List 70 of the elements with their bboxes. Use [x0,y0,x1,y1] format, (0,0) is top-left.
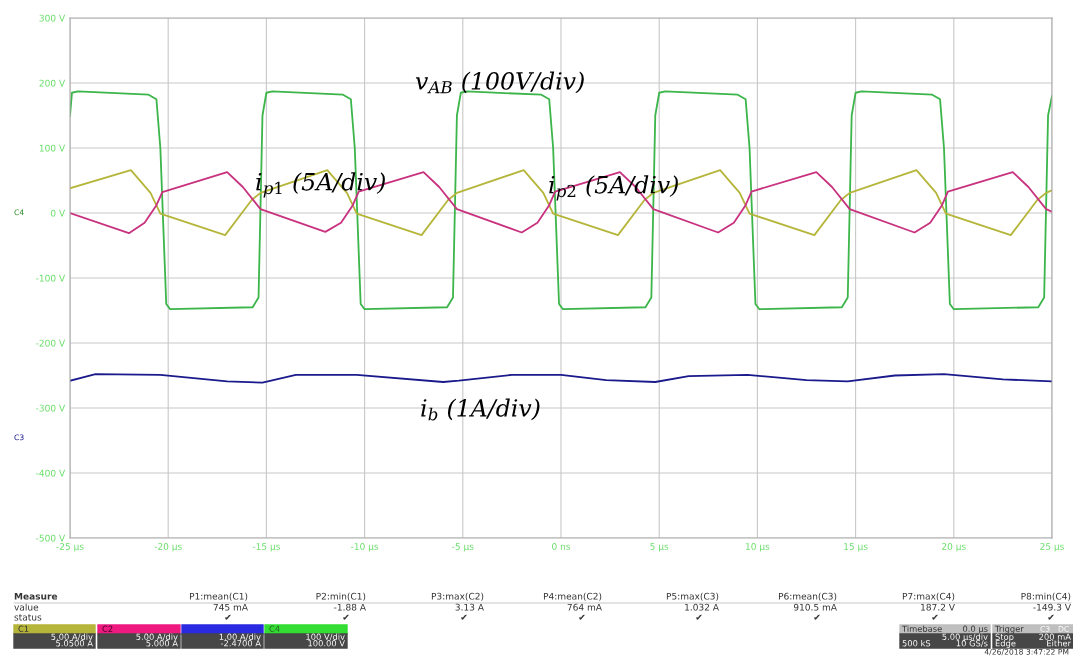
text: 5.000 A [146,640,178,647]
text: C2 [102,625,113,632]
y-tick-label: -300 V [36,404,66,412]
text: -1.88 A [334,603,366,611]
y-tick-label: 0 V [50,209,66,217]
x-tick-label: 0 ns [552,543,571,550]
text: -2.4700 A [220,640,261,647]
annotation: i$_{b}$ (1A/div) [421,398,540,421]
text: 5.0500 A [56,640,93,647]
x-tick-label: 20 µs [942,543,966,552]
text: Trigger [994,625,1024,634]
x-tick-label: 10 µs [745,543,770,552]
text: P1:mean(C1) [189,592,248,601]
text: 10 GS/s [956,640,988,648]
text: C4 [269,625,280,632]
text: C1 [18,625,29,632]
x-tick-label: -20 µs [154,543,182,552]
text: 200 mA [1039,633,1071,640]
text: ✔ [579,614,585,620]
text: P5:max(C3) [666,592,719,601]
text: Measure [14,592,58,600]
line-series [70,373,1052,384]
text: 5.00 A/div [136,633,178,641]
text: 5.00 A/div [51,633,93,641]
y-tick-label: -200 V [36,339,66,347]
annotation: v$_{AB}$ (100V/div) [415,71,584,94]
text: ✔ [932,614,938,620]
text: P7:max(C4) [902,592,955,601]
x-tick-label: 15 µs [844,543,868,552]
text: P3:max(C2) [431,592,484,601]
text: P6:mean(C3) [778,592,837,601]
y-tick-label: 200 V [39,79,66,87]
x-tick-label: 5 µs [650,543,669,552]
text: 100 V/div [306,633,345,641]
text: ✔ [461,614,467,620]
text: 3.13 A [455,603,484,611]
text: 745 mA [213,603,248,611]
y-tick-label: -500 V [36,534,66,542]
y-tick-label: 100 V [39,144,66,152]
y-tick-label: -400 V [36,469,66,477]
text: Either [1047,639,1071,647]
y-tick-label: -100 V [36,274,66,282]
x-tick-label: 25 µs [1040,543,1064,552]
text: 764 mA [567,603,602,611]
y-tick-label: 300 V [39,14,66,22]
text: 100.00 V [308,640,345,647]
text: status [14,614,42,621]
text: ✔ [343,614,349,620]
text: P2:min(C1) [316,592,366,601]
text: value [14,603,39,611]
text: ✔ [1048,614,1054,620]
text: 500 kS [902,639,931,647]
text: ✔ [696,614,702,620]
text: 1.00 A/div [219,633,261,641]
text: 187.2 V [921,603,955,611]
x-tick-label: -25 µs [56,543,84,552]
text: -149.3 V [1033,603,1071,611]
text: 910.5 mA [793,603,837,611]
text: 1.032 A [685,603,719,611]
text: Stop [995,633,1014,642]
text: P8:min(C4) [1021,592,1071,601]
x-tick-label: -15 µs [252,543,280,552]
text: P4:mean(C2) [543,592,602,601]
text: Edge [995,639,1016,649]
x-tick-label: -5 µs [452,543,474,552]
text: 0.0 µs [963,625,988,634]
text: Timebase [901,625,942,632]
text: ✔ [225,614,231,620]
x-tick-label: -10 µs [351,543,379,552]
text: ✔ [814,614,820,620]
